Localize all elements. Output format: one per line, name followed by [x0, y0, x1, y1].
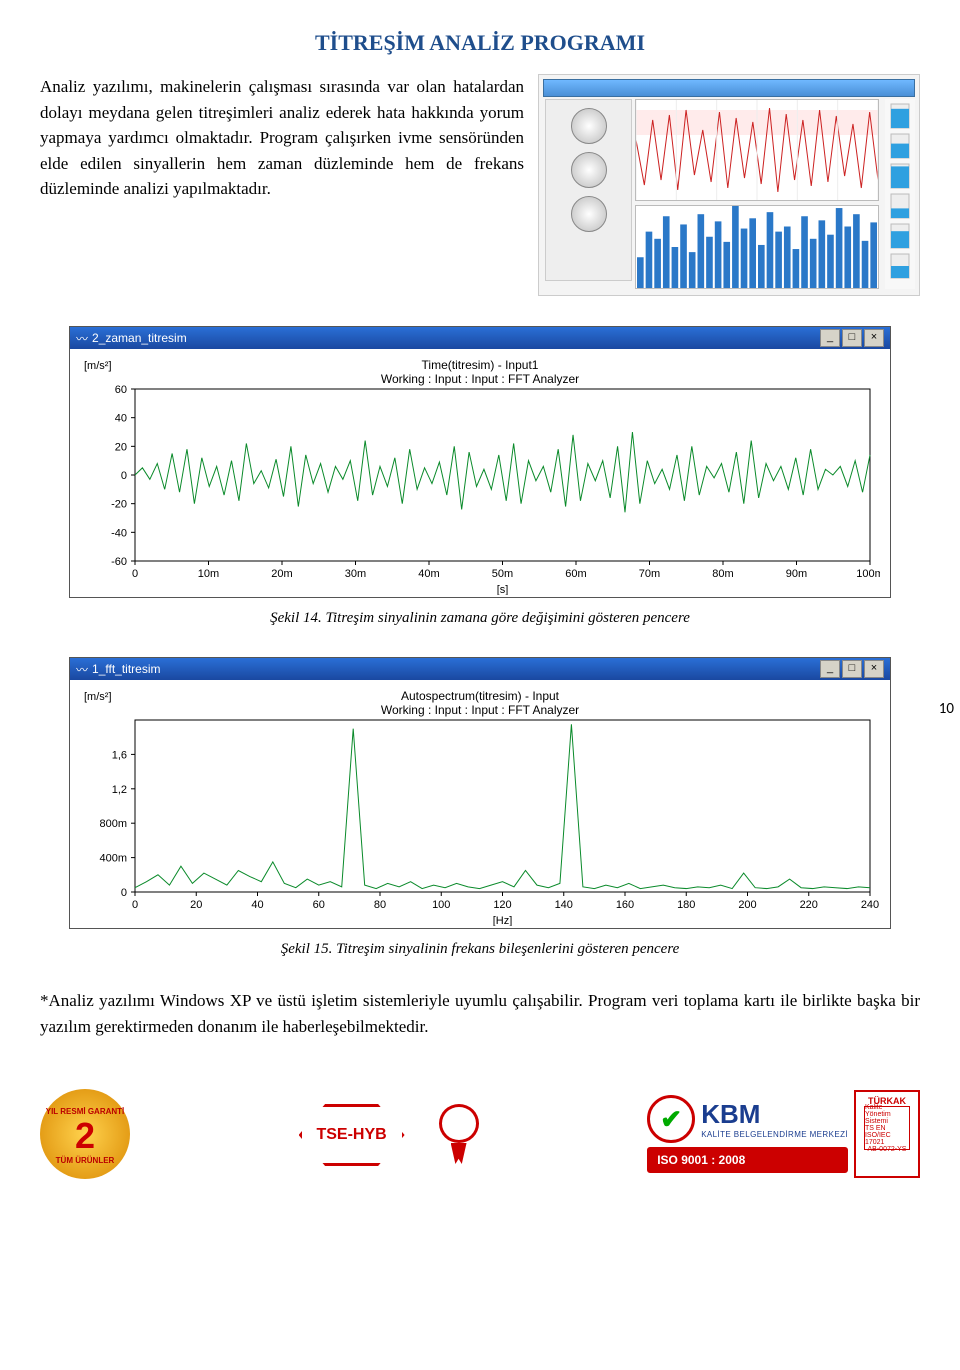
svg-text:60m: 60m — [565, 568, 586, 580]
svg-text:40: 40 — [115, 413, 127, 425]
svg-text:200: 200 — [738, 899, 756, 911]
wave-icon: 〰 — [76, 661, 88, 678]
svg-text:120: 120 — [493, 899, 511, 911]
svg-text:400m: 400m — [99, 853, 127, 865]
svg-text:80m: 80m — [712, 568, 733, 580]
svg-text:160: 160 — [616, 899, 634, 911]
svg-text:Time(titresim) - Input1: Time(titresim) - Input1 — [422, 358, 539, 372]
maximize-button[interactable]: □ — [842, 660, 862, 678]
guarantee-number: 2 — [40, 1115, 130, 1157]
guarantee-badge: YIL RESMİ GARANTİ 2 TÜM ÜRÜNLER — [40, 1089, 130, 1179]
time-chart-body: Time(titresim) - Input1Working : Input :… — [70, 349, 890, 597]
minimize-button[interactable]: _ — [820, 329, 840, 347]
svg-text:60: 60 — [115, 384, 127, 396]
intro-paragraph: Analiz yazılımı, makinelerin çalışması s… — [40, 74, 524, 296]
svg-text:-20: -20 — [111, 499, 127, 511]
svg-text:70m: 70m — [639, 568, 660, 580]
svg-text:20m: 20m — [271, 568, 292, 580]
svg-text:800m: 800m — [99, 818, 127, 830]
turkak-badge: TÜRKAK Kalite Yönetim Sistemi TS EN ISO/… — [854, 1090, 920, 1178]
svg-text:-40: -40 — [111, 527, 127, 539]
svg-text:1,2: 1,2 — [112, 784, 127, 796]
kbm-subtext: KALİTE BELGELENDİRME MERKEZİ — [701, 1130, 848, 1139]
fft-signal-window: 〰 1_fft_titresim _ □ × Autospectrum(titr… — [69, 657, 891, 929]
svg-text:100: 100 — [432, 899, 450, 911]
svg-text:240: 240 — [861, 899, 879, 911]
kbm-text: KBM — [701, 1099, 848, 1130]
window-title-text: 2_zaman_titresim — [92, 331, 187, 345]
time-caption: Şekil 14. Titreşim sinyalinin zamana gör… — [40, 610, 920, 627]
software-screenshot-mock — [538, 74, 920, 296]
guarantee-bottom-text: TÜM ÜRÜNLER — [40, 1156, 130, 1165]
window-titlebar: 〰 2_zaman_titresim _ □ × — [70, 327, 890, 349]
iso-badge: ISO 9001 : 2008 — [647, 1147, 848, 1173]
intro-row: Analiz yazılımı, makinelerin çalışması s… — [40, 74, 920, 296]
minimize-button[interactable]: _ — [820, 660, 840, 678]
turkak-code: AB-0072-YS — [868, 1146, 907, 1153]
svg-text:100m: 100m — [856, 568, 880, 580]
page-number: 10 — [939, 700, 954, 718]
window-titlebar: 〰 1_fft_titresim _ □ × — [70, 658, 890, 680]
svg-text:Working : Input : Input : FFT: Working : Input : Input : FFT Analyzer — [381, 372, 579, 386]
svg-text:50m: 50m — [492, 568, 513, 580]
svg-text:0: 0 — [121, 887, 127, 899]
page-title: TİTREŞİM ANALİZ PROGRAMI — [40, 30, 920, 56]
svg-text:1,6: 1,6 — [112, 749, 127, 761]
svg-text:60: 60 — [313, 899, 325, 911]
svg-text:80: 80 — [374, 899, 386, 911]
tse-text: TSE-HYB — [299, 1104, 405, 1166]
close-button[interactable]: × — [864, 660, 884, 678]
svg-text:0: 0 — [132, 899, 138, 911]
kbm-logo: ✔ KBM KALİTE BELGELENDİRME MERKEZİ — [647, 1095, 848, 1143]
check-icon: ✔ — [647, 1095, 695, 1143]
turkak-sub1: Kalite Yönetim Sistemi — [865, 1104, 909, 1125]
svg-text:Working : Input : Input : FFT: Working : Input : Input : FFT Analyzer — [381, 703, 579, 717]
turkak-sub2: TS EN ISO/IEC 17021 — [865, 1125, 909, 1146]
time-signal-window: 〰 2_zaman_titresim _ □ × Time(titresim) … — [69, 326, 891, 598]
tse-logo: TSE-HYB — [299, 1104, 429, 1164]
maximize-button[interactable]: □ — [842, 329, 862, 347]
svg-text:40m: 40m — [418, 568, 439, 580]
svg-text:40: 40 — [251, 899, 263, 911]
svg-text:Autospectrum(titresim) - Input: Autospectrum(titresim) - Input — [401, 689, 560, 703]
svg-text:0: 0 — [132, 568, 138, 580]
close-button[interactable]: × — [864, 329, 884, 347]
svg-text:0: 0 — [121, 470, 127, 482]
fft-caption: Şekil 15. Titreşim sinyalinin frekans bi… — [40, 941, 920, 958]
svg-text:30m: 30m — [345, 568, 366, 580]
svg-text:[s]: [s] — [497, 584, 509, 595]
window-title-text: 1_fft_titresim — [92, 662, 160, 676]
wave-icon: 〰 — [76, 330, 88, 347]
svg-text:90m: 90m — [786, 568, 807, 580]
fft-chart-body: Autospectrum(titresim) - InputWorking : … — [70, 680, 890, 928]
svg-text:10m: 10m — [198, 568, 219, 580]
svg-text:180: 180 — [677, 899, 695, 911]
svg-text:[m/s²]: [m/s²] — [84, 360, 112, 372]
footer-logos: YIL RESMİ GARANTİ 2 TÜM ÜRÜNLER TSE-HYB … — [40, 1089, 920, 1179]
seal-icon — [439, 1104, 479, 1164]
svg-text:[m/s²]: [m/s²] — [84, 691, 112, 703]
svg-text:220: 220 — [800, 899, 818, 911]
svg-text:[Hz]: [Hz] — [493, 915, 513, 926]
svg-text:20: 20 — [115, 441, 127, 453]
footnote-text: *Analiz yazılımı Windows XP ve üstü işle… — [40, 988, 920, 1039]
svg-text:-60: -60 — [111, 556, 127, 568]
svg-text:20: 20 — [190, 899, 202, 911]
svg-text:140: 140 — [555, 899, 573, 911]
